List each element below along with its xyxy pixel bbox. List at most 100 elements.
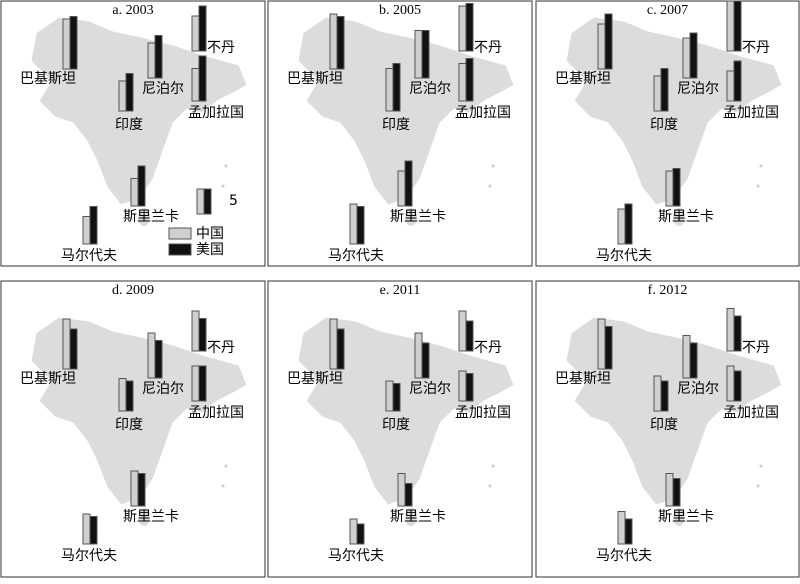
country-label: 马尔代夫 [596,248,652,264]
bar [191,365,200,402]
country-label: 孟加拉国 [455,105,511,121]
bar [458,5,467,52]
bar [154,340,163,379]
bar [672,478,681,507]
bar [198,5,207,52]
legend-label: 美国 [196,242,224,258]
country-label: 巴基斯坦 [20,70,76,87]
country-label: 马尔代夫 [328,548,384,564]
panel-title: e. 2011 [380,283,421,298]
bar [125,380,134,412]
bar [69,328,78,370]
country-label: 尼泊尔 [677,81,719,97]
bar [672,168,681,207]
bar [82,513,91,545]
country-label: 印度 [115,117,143,133]
bar [69,16,78,70]
bar [336,16,345,70]
bar [198,318,207,352]
panel-title: a. 2003 [112,3,153,18]
bar [356,206,365,245]
bar [130,470,139,507]
bar [137,165,146,207]
country-label: 马尔代夫 [61,248,117,264]
bar [385,380,394,412]
country-label: 尼泊尔 [409,81,451,97]
bar [125,73,134,112]
bar [203,188,212,215]
country-label: 不丹 [207,40,235,56]
bar [392,383,401,412]
country-label: 斯里兰卡 [658,509,714,525]
country-label: 孟加拉国 [188,105,244,121]
bar [89,206,98,245]
bar [665,170,674,207]
bar [733,315,742,352]
bar [404,160,413,207]
bar [137,473,146,507]
bar [733,0,742,52]
bar [682,335,691,379]
legend-swatch [168,227,192,240]
bar [465,373,474,402]
bar [682,37,691,79]
bar [404,483,413,507]
country-label: 孟加拉国 [455,405,511,421]
country-label: 巴基斯坦 [555,370,611,387]
country-label: 尼泊尔 [142,381,184,397]
country-label: 斯里兰卡 [658,209,714,225]
bar [665,473,674,507]
bar [147,332,156,379]
panel-title: c. 2007 [647,3,688,18]
country-label: 不丹 [474,40,502,56]
bar [617,511,626,545]
bar [458,310,467,352]
bar [726,70,735,102]
bar [130,178,139,207]
bar [196,188,205,215]
bar [653,375,662,412]
bar [660,380,669,412]
bar [689,32,698,79]
scale-label: 5 [229,193,238,209]
panel-title: f. 2012 [648,283,688,298]
bar [733,370,742,402]
country-label: 巴基斯坦 [20,370,76,387]
bar [385,68,394,112]
bar [726,365,735,402]
legend-label: 中国 [196,226,224,242]
bar [82,216,91,245]
country-label: 尼泊尔 [677,381,719,397]
bar [198,365,207,402]
bar [349,203,358,245]
bar [191,68,200,102]
country-label: 尼泊尔 [142,81,184,97]
bar [597,23,606,70]
country-label: 印度 [650,117,678,133]
country-label: 孟加拉国 [723,405,779,421]
bar [653,75,662,112]
bar [62,318,71,370]
bar [329,318,338,370]
bar [392,63,401,112]
bar [147,42,156,79]
bar [356,523,365,545]
bar [421,342,430,379]
bar [191,310,200,352]
country-label: 尼泊尔 [409,381,451,397]
country-label: 印度 [115,417,143,433]
bar [421,30,430,79]
bar [89,516,98,545]
bar [198,55,207,102]
bar [660,68,669,112]
bar [733,60,742,102]
bar [617,208,626,245]
bar [689,342,698,379]
bar [191,15,200,52]
country-label: 马尔代夫 [328,248,384,264]
